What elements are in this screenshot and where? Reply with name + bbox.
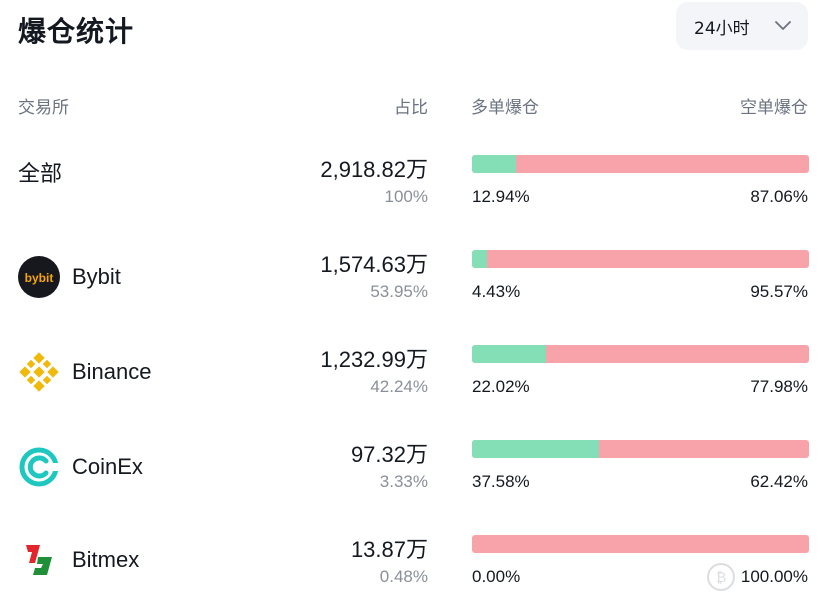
exchange-cell: CoinEx — [18, 437, 143, 497]
share-percent: 53.95% — [370, 282, 428, 301]
long-bar-fill — [472, 250, 487, 268]
column-header-exchange: 交易所 — [18, 98, 69, 118]
short-percent: 95.57% — [750, 282, 808, 301]
long-percent: 0.00% — [472, 567, 521, 586]
exchange-row-binance[interactable]: Binance 1,232.99万 42.24% 22.02% 77.98% — [0, 332, 822, 422]
short-percent: 62.42% — [750, 472, 808, 491]
long-short-ratio-bar — [472, 345, 809, 363]
share-percent: 42.24% — [370, 377, 428, 396]
long-bar-fill — [472, 345, 547, 363]
short-percent: 87.06% — [750, 187, 808, 206]
binance-logo-icon — [18, 351, 60, 393]
short-percent: 100.00% — [740, 567, 808, 586]
short-percent: 77.98% — [750, 377, 808, 396]
period-dropdown[interactable]: 24小时 — [676, 2, 808, 50]
share-percent: 0.48% — [379, 567, 428, 586]
exchange-row-bybit[interactable]: bybit Bybit 1,574.63万 53.95% 4.43% 95.57… — [0, 237, 822, 327]
long-percent: 22.02% — [472, 377, 530, 396]
long-short-ratio-bar — [472, 535, 809, 553]
exchange-cell: bybit Bybit — [18, 247, 121, 307]
column-header-long: 多单爆仓 — [471, 98, 539, 118]
header: 爆仓统计 24小时 — [0, 0, 822, 60]
long-bar-fill — [472, 155, 516, 173]
bitmex-logo-icon — [18, 539, 60, 581]
exchange-cell: 全部 — [18, 142, 62, 202]
bybit-logo-icon: bybit — [18, 256, 60, 298]
bitcoin-watermark-icon: ₿ — [707, 563, 735, 591]
long-percent: 37.58% — [472, 472, 530, 491]
column-header-short: 空单爆仓 — [740, 98, 808, 118]
exchange-name: 全部 — [18, 162, 63, 187]
long-percent: 12.94% — [472, 187, 530, 206]
exchange-name: Bybit — [72, 264, 121, 289]
exchange-cell: Bitmex — [18, 530, 139, 590]
long-short-ratio-bar — [472, 250, 809, 268]
page-title: 爆仓统计 — [18, 15, 135, 48]
share-percent: 3.33% — [379, 472, 428, 491]
liquidation-amount: 97.32万 — [350, 442, 428, 467]
long-percent: 4.43% — [472, 282, 521, 301]
share-percent: 100% — [384, 187, 428, 206]
chevron-down-icon — [775, 21, 791, 30]
exchange-row-coinex[interactable]: CoinEx 97.32万 3.33% 37.58% 62.42% — [0, 427, 822, 517]
exchange-name: Binance — [72, 359, 152, 384]
exchange-name: Bitmex — [72, 547, 140, 572]
liquidation-amount: 1,232.99万 — [320, 347, 428, 372]
long-short-ratio-bar — [472, 440, 809, 458]
svg-text:₿: ₿ — [716, 570, 726, 586]
liquidation-amount: 1,574.63万 — [320, 252, 428, 277]
exchange-name: CoinEx — [72, 454, 143, 479]
exchange-row-bitmex[interactable]: Bitmex 13.87万 0.48% 0.00% 100.00% — [0, 522, 822, 612]
long-short-ratio-bar — [472, 155, 809, 173]
column-header-share: 占比 — [394, 98, 428, 118]
exchange-row-all[interactable]: 全部 2,918.82万 100% 12.94% 87.06% — [0, 142, 822, 232]
period-selected-label: 24小时 — [694, 18, 750, 39]
bybit-logo-text: bybit — [25, 271, 54, 285]
liquidation-amount: 2,918.82万 — [320, 157, 428, 182]
exchange-cell: Binance — [18, 342, 152, 402]
coinex-logo-icon — [18, 446, 60, 488]
long-bar-fill — [472, 440, 599, 458]
liquidation-amount: 13.87万 — [350, 537, 428, 562]
watermark: ₿ — [706, 560, 816, 594]
